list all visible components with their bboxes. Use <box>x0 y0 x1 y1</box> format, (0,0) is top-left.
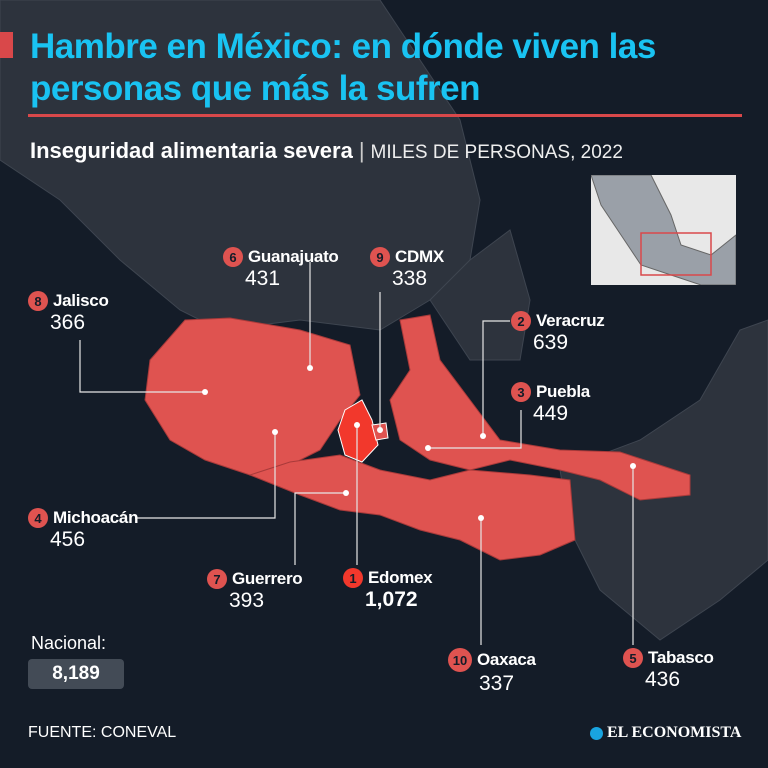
rank-badge: 3 <box>511 382 531 402</box>
label-veracruz: 2 Veracruz 639 <box>511 311 605 355</box>
label-puebla: 3 Puebla 449 <box>511 382 590 426</box>
state-edomex <box>337 399 379 463</box>
state-value: 337 <box>479 672 515 695</box>
page-title: Hambre en México: en dónde viven las per… <box>30 27 656 108</box>
state-name: Edomex <box>368 568 433 587</box>
region-south <box>248 454 576 561</box>
state-name: Veracruz <box>536 311 605 330</box>
leader-michoacan <box>135 432 276 519</box>
state-value: 639 <box>533 331 569 354</box>
leader-veracruz <box>482 320 510 436</box>
rank-badge: 1 <box>343 568 363 588</box>
state-value: 449 <box>533 402 569 425</box>
state-name: Guerrero <box>232 569 303 588</box>
state-value: 393 <box>229 589 265 612</box>
state-name: Tabasco <box>648 648 714 667</box>
label-tabasco: 5 Tabasco 436 <box>623 648 714 692</box>
subtitle: Inseguridad alimentaria severa | MILES DE … <box>30 138 623 164</box>
logo-text: EL ECONOMISTA <box>607 724 742 741</box>
leader-jalisco <box>79 340 205 393</box>
rank-badge: 7 <box>207 569 227 589</box>
label-jalisco: 8 Jalisco 366 <box>28 291 109 335</box>
inset-locator-map <box>591 175 736 285</box>
rank-badge: 2 <box>511 311 531 331</box>
globe-icon <box>590 726 603 740</box>
label-oaxaca: 10 Oaxaca 337 <box>448 648 536 696</box>
rank-badge: 9 <box>370 247 390 267</box>
region-west <box>144 317 361 476</box>
label-edomex: 1 Edomex 1,072 <box>343 568 433 612</box>
subtitle-unit: MILES DE PERSONAS, 2022 <box>370 142 623 163</box>
title-divider <box>28 114 742 117</box>
leader-puebla <box>428 410 522 449</box>
state-value: 431 <box>245 267 281 290</box>
state-value: 338 <box>392 267 428 290</box>
rank-badge: 8 <box>28 291 48 311</box>
label-guerrero: 7 Guerrero 393 <box>207 569 303 613</box>
rank-badge: 10 <box>448 648 472 672</box>
national-label: Nacional: <box>31 633 107 653</box>
rank-badge: 5 <box>623 648 643 668</box>
state-name: Jalisco <box>53 291 109 310</box>
state-name: Guanajuato <box>248 247 339 266</box>
label-cdmx: 9 CDMX 338 <box>370 247 444 291</box>
state-name: Oaxaca <box>477 650 536 669</box>
label-michoacan: 4 Michoacán 456 <box>28 508 138 552</box>
state-value: 456 <box>50 528 86 551</box>
land-north <box>0 0 481 331</box>
state-value: 436 <box>645 668 681 691</box>
source-note: FUENTE: CONEVAL <box>28 724 177 741</box>
accent-bar <box>0 32 13 58</box>
rank-badge: 4 <box>28 508 48 528</box>
state-name: CDMX <box>395 247 444 266</box>
leader-guerrero <box>294 492 346 565</box>
state-value: 366 <box>50 311 86 334</box>
land-gulf-coast <box>429 229 531 361</box>
state-value: 1,072 <box>365 588 418 611</box>
state-name: Michoacán <box>53 508 139 527</box>
national-value: 8,189 <box>28 659 124 689</box>
logo: EL ECONOMISTA <box>590 724 741 742</box>
state-name: Puebla <box>536 382 590 401</box>
region-veracruz <box>389 314 691 501</box>
rank-badge: 6 <box>223 247 243 267</box>
subtitle-separator: | <box>358 138 365 163</box>
subtitle-main: Inseguridad alimentaria severa <box>30 138 353 163</box>
label-guanajuato: 6 Guanajuato 431 <box>223 247 339 291</box>
